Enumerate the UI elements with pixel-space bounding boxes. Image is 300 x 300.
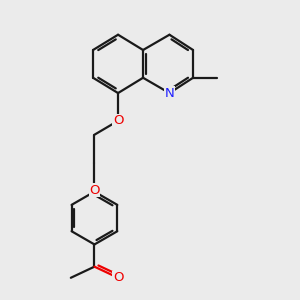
Text: O: O: [113, 114, 123, 127]
Text: O: O: [113, 271, 123, 284]
Text: N: N: [165, 87, 174, 100]
Text: O: O: [89, 184, 100, 197]
